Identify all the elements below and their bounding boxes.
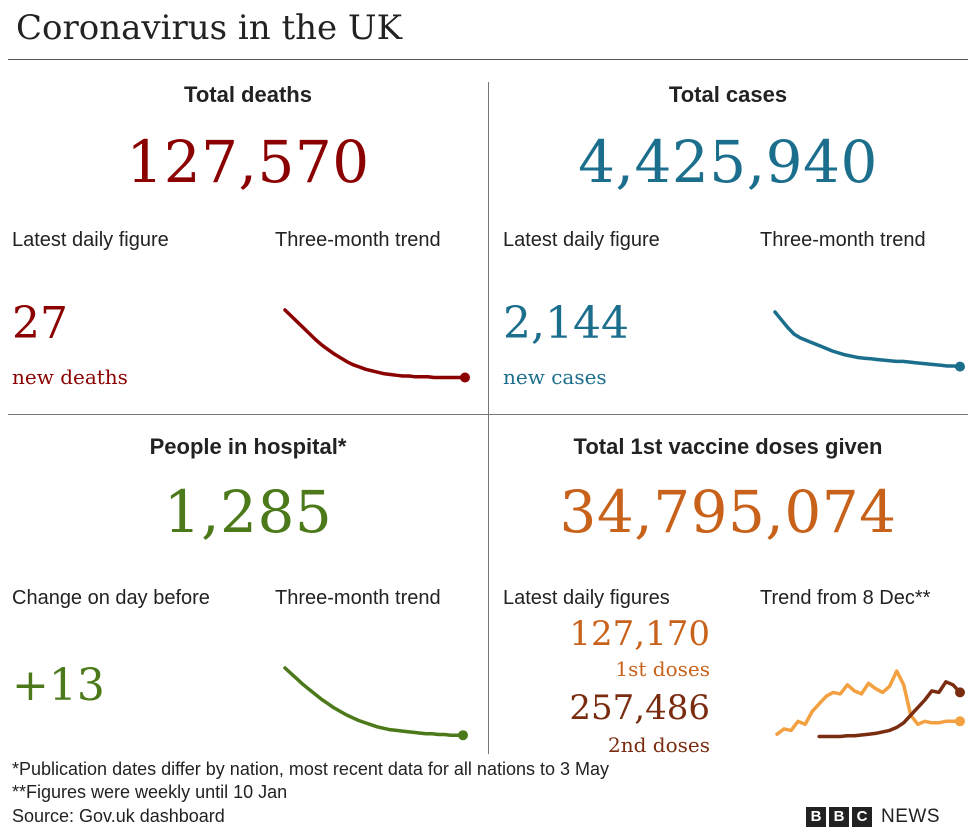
cases-trend-chart (773, 310, 965, 372)
deaths-trend-series-1-line (283, 308, 467, 380)
vaccine-trend-series-1-end-point (955, 716, 965, 727)
vaccine-total: 34,795,074 (559, 478, 897, 546)
dose2-value: 257,486 (569, 688, 710, 728)
hospital-trend-chart (283, 666, 468, 741)
source-note: Source: Gov.uk dashboard (12, 806, 225, 826)
deaths-heading: Total deaths (184, 82, 312, 107)
cases-daily-caption: new cases (503, 365, 607, 389)
news-wordmark: NEWS (881, 806, 940, 827)
deaths-daily-label: Latest daily figure (12, 229, 169, 251)
vaccine-daily-label: Latest daily figures (503, 587, 670, 609)
deaths-daily-value: 27 (12, 298, 68, 349)
deaths-trend-label: Three-month trend (275, 229, 441, 251)
cases-trend-series-1-line (773, 310, 962, 369)
bbc-logo-letter: C (852, 807, 872, 827)
hospital-daily-label: Change on day before (12, 587, 210, 609)
dose1-value: 127,170 (569, 614, 710, 654)
hospital-heading: People in hospital* (149, 434, 347, 459)
deaths-total: 127,570 (126, 128, 370, 196)
hospital-trend-label: Three-month trend (275, 587, 441, 609)
bbc-logo-letter: B (829, 807, 849, 827)
vaccine-trend-series-2-line (817, 680, 962, 739)
vaccine-trend-series-1-line (775, 669, 962, 736)
dose1-caption: 1st doses (615, 657, 710, 681)
bbc-news-logo: B B C NEWS (806, 806, 940, 828)
dose2-caption: 2nd doses (608, 733, 710, 757)
vaccine-heading: Total 1st vaccine doses given (573, 434, 883, 459)
hospital-daily-value: +13 (12, 660, 105, 711)
title-rule (8, 59, 968, 60)
cases-total: 4,425,940 (578, 128, 878, 196)
cases-trend-series-1-end-point (955, 361, 965, 372)
bbc-logo-letter: B (806, 807, 826, 827)
deaths-daily-caption: new deaths (12, 365, 128, 389)
vertical-divider (488, 82, 489, 754)
hospital-total: 1,285 (163, 478, 333, 546)
hospital-trend-series-1-end-point (458, 730, 468, 741)
cases-heading: Total cases (668, 82, 788, 107)
cases-daily-value: 2,144 (503, 298, 629, 349)
vaccine-trend-chart (775, 669, 965, 739)
deaths-trend-series-1-end-point (460, 372, 470, 383)
vaccine-trend-series-2-end-point (955, 687, 965, 698)
footnote-2: **Figures were weekly until 10 Jan (12, 782, 288, 802)
vaccine-trend-label: Trend from 8 Dec** (760, 587, 931, 609)
cases-trend-label: Three-month trend (760, 229, 926, 251)
footnote-1: *Publication dates differ by nation, mos… (12, 759, 610, 779)
horizontal-divider (8, 414, 968, 415)
deaths-trend-chart (283, 308, 470, 383)
hospital-trend-series-1-line (283, 666, 465, 737)
page-title: Coronavirus in the UK (16, 8, 402, 48)
cases-daily-label: Latest daily figure (503, 229, 660, 251)
